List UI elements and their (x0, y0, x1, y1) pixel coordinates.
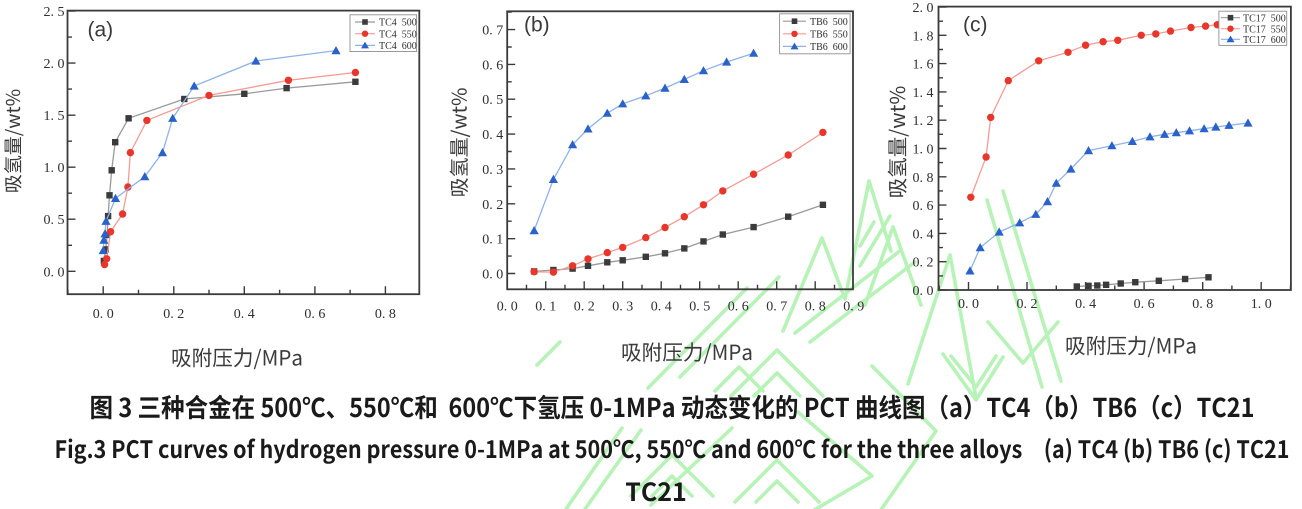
svg-text:2. 5: 2. 5 (44, 5, 65, 20)
svg-text:0. 5: 0. 5 (689, 299, 710, 314)
svg-text:0. 2: 0. 2 (913, 256, 934, 271)
svg-text:0. 2: 0. 2 (163, 307, 184, 322)
svg-text:0. 0: 0. 0 (93, 307, 114, 322)
svg-text:0. 6: 0. 6 (304, 307, 325, 322)
svg-text:1. 0: 1. 0 (913, 143, 934, 158)
svg-text:TB6 500: TB6 500 (810, 17, 848, 28)
svg-text:1. 0: 1. 0 (44, 161, 65, 176)
svg-text:TC4 500: TC4 500 (379, 18, 417, 29)
svg-text:2. 0: 2. 0 (44, 57, 65, 72)
svg-text:0. 3: 0. 3 (612, 299, 633, 314)
svg-text:TB6 550: TB6 550 (810, 29, 848, 40)
svg-text:TC17 500: TC17 500 (1243, 13, 1286, 24)
svg-text:1. 0: 1. 0 (1251, 297, 1272, 312)
svg-text:1. 4: 1. 4 (913, 86, 934, 101)
svg-text:TC4 600: TC4 600 (379, 41, 417, 52)
svg-text:TB6 600: TB6 600 (810, 42, 848, 53)
svg-text:0. 5: 0. 5 (482, 93, 503, 108)
svg-text:0. 7: 0. 7 (766, 299, 787, 314)
svg-text:0. 4: 0. 4 (482, 128, 503, 143)
svg-text:0. 0: 0. 0 (497, 299, 518, 314)
svg-text:(a): (a) (88, 19, 114, 42)
svg-text:0. 4: 0. 4 (234, 307, 255, 322)
svg-text:(b): (b) (524, 14, 550, 37)
svg-text:0. 5: 0. 5 (44, 213, 65, 228)
svg-text:1. 6: 1. 6 (913, 58, 934, 73)
svg-text:0. 6: 0. 6 (1134, 297, 1155, 312)
svg-text:0. 8: 0. 8 (375, 307, 396, 322)
svg-text:0. 3: 0. 3 (482, 163, 503, 178)
svg-text:0. 4: 0. 4 (1075, 297, 1096, 312)
svg-text:0. 2: 0. 2 (482, 198, 503, 213)
svg-text:1. 5: 1. 5 (44, 109, 65, 124)
svg-text:0. 8: 0. 8 (1192, 297, 1213, 312)
svg-text:0. 9: 0. 9 (843, 299, 864, 314)
svg-text:0. 0: 0. 0 (958, 297, 979, 312)
svg-text:0. 6: 0. 6 (482, 58, 503, 73)
svg-text:0. 0: 0. 0 (913, 284, 934, 299)
svg-text:(c): (c) (963, 14, 988, 37)
svg-text:0. 1: 0. 1 (535, 299, 556, 314)
svg-text:0. 7: 0. 7 (482, 24, 503, 39)
svg-text:0. 6: 0. 6 (913, 199, 934, 214)
svg-text:0. 6: 0. 6 (728, 299, 749, 314)
svg-text:2. 0: 2. 0 (913, 1, 934, 16)
svg-text:0. 1: 0. 1 (482, 233, 503, 248)
svg-text:TC17 600: TC17 600 (1243, 35, 1286, 46)
svg-text:1. 2: 1. 2 (913, 114, 934, 129)
svg-text:TC4 550: TC4 550 (379, 29, 417, 40)
svg-text:0. 4: 0. 4 (913, 227, 934, 242)
svg-text:TC17 550: TC17 550 (1243, 24, 1286, 35)
svg-text:0. 2: 0. 2 (1017, 297, 1038, 312)
svg-text:0. 8: 0. 8 (913, 171, 934, 186)
svg-text:0. 0: 0. 0 (482, 268, 503, 283)
svg-text:0. 0: 0. 0 (44, 265, 65, 280)
svg-text:0. 4: 0. 4 (651, 299, 672, 314)
svg-text:0. 2: 0. 2 (574, 299, 595, 314)
svg-text:0. 8: 0. 8 (805, 299, 826, 314)
svg-text:1. 8: 1. 8 (913, 29, 934, 44)
